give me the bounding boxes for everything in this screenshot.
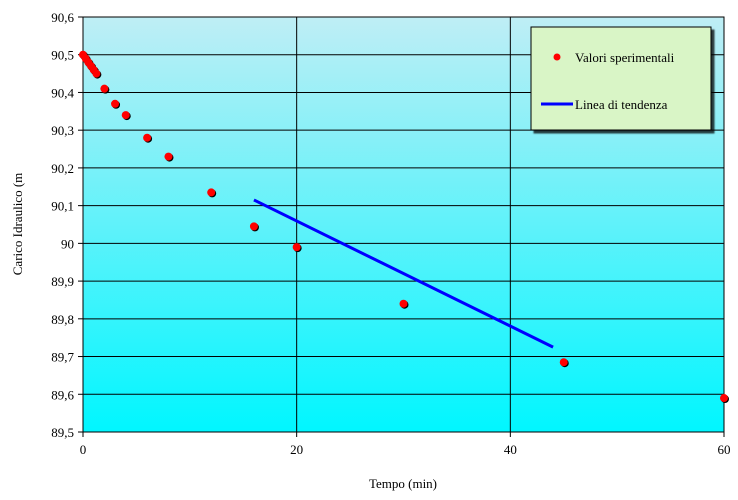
data-point <box>249 222 258 231</box>
data-point <box>399 299 408 308</box>
data-point <box>164 152 173 161</box>
y-axis: 89,5 89,6 89,7 89,8 89,9 90 90,1 90,2 90,3 90,4 90… <box>51 10 83 440</box>
y-tick-label: 90,3 <box>51 123 74 138</box>
x-tick-label: 20 <box>290 442 303 457</box>
data-point <box>92 69 101 78</box>
y-axis-title: Carico Idraulico (m <box>10 173 25 276</box>
y-tick-label: 89,9 <box>51 274 74 289</box>
y-tick-label: 89,5 <box>51 425 74 440</box>
y-tick-label: 90 <box>61 236 74 251</box>
y-tick-label: 89,7 <box>51 350 74 365</box>
legend-box <box>530 26 712 131</box>
y-tick-label: 90,4 <box>51 85 74 100</box>
x-tick-label: 40 <box>504 442 517 457</box>
data-point <box>720 394 728 403</box>
data-point <box>121 111 130 120</box>
data-point <box>111 99 120 108</box>
data-point <box>292 243 301 252</box>
x-axis: 0 20 40 60 <box>80 432 731 457</box>
y-tick-label: 90,5 <box>51 48 74 63</box>
legend: Valori sperimentali Linea di tendenza <box>530 26 712 131</box>
trend-line <box>253 198 554 349</box>
legend-label-valori-sperimentali: Valori sperimentali <box>575 50 675 65</box>
y-tick-label: 90,2 <box>51 161 74 176</box>
x-tick-label: 0 <box>80 442 87 457</box>
legend-marker-valori-sperimentali <box>553 53 561 61</box>
legend-label-linea-di-tendenza: Linea di tendenza <box>575 97 668 112</box>
data-point <box>559 358 568 367</box>
y-tick-label: 89,8 <box>51 312 74 327</box>
x-axis-title: Tempo (min) <box>369 476 437 491</box>
data-point <box>100 84 109 93</box>
y-tick-label: 90,6 <box>51 10 74 25</box>
data-point <box>207 188 216 197</box>
x-tick-label: 60 <box>718 442 731 457</box>
data-point <box>143 133 152 142</box>
y-tick-label: 89,6 <box>51 387 74 402</box>
series-layer <box>79 50 729 404</box>
y-tick-label: 90,1 <box>51 199 74 214</box>
plot-border <box>82 16 725 433</box>
